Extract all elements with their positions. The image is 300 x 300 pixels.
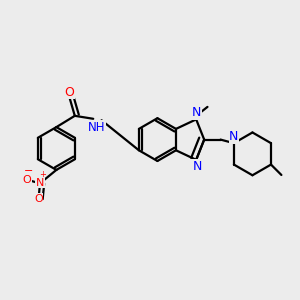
Text: +: + (39, 170, 46, 179)
Text: O: O (64, 85, 74, 98)
Text: N: N (229, 130, 239, 143)
Text: N: N (36, 178, 44, 188)
Text: N: N (193, 160, 202, 173)
Text: O: O (34, 194, 43, 204)
Text: N: N (192, 106, 202, 119)
Text: −: − (23, 166, 33, 176)
Text: NH: NH (88, 121, 106, 134)
Text: O: O (22, 175, 31, 185)
